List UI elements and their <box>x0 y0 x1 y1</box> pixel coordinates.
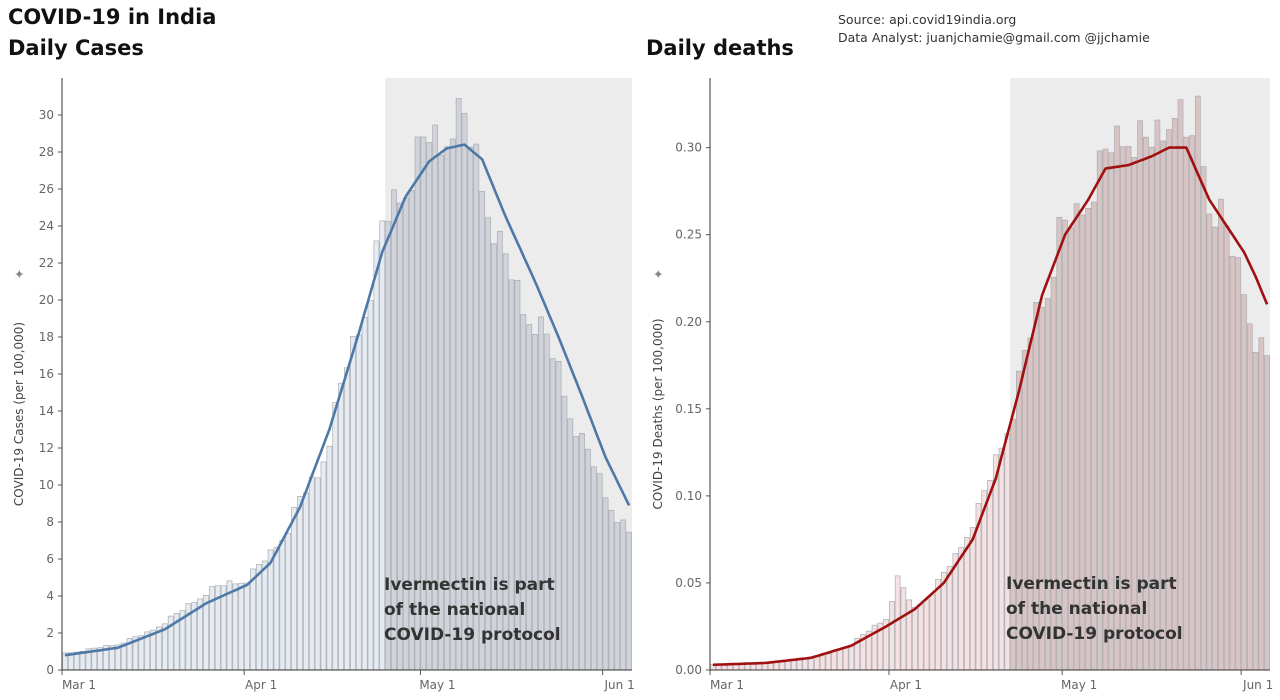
bar <box>900 587 907 671</box>
annotation-line: of the national <box>384 600 525 620</box>
y-tick-label: 12 <box>39 441 54 455</box>
bar <box>1246 323 1253 671</box>
bar <box>964 537 970 671</box>
bar <box>1218 198 1224 671</box>
y-tick-label: 8 <box>46 515 54 529</box>
bar <box>1206 213 1213 671</box>
y-tick-label: 18 <box>39 330 54 344</box>
y-tick-label: 4 <box>46 589 54 603</box>
page-title: COVID-19 in India <box>8 5 217 29</box>
y-tick-label: 26 <box>39 182 54 196</box>
bar <box>813 655 820 671</box>
pin-icon: ✦ <box>652 268 667 279</box>
bar <box>958 547 964 671</box>
bar <box>825 653 832 671</box>
bar <box>802 658 809 671</box>
bar <box>1177 99 1184 671</box>
y-tick-label: 14 <box>39 404 54 418</box>
bar <box>940 571 947 671</box>
x-tick-label: Mar 1 <box>62 678 96 692</box>
bar <box>1189 135 1195 671</box>
average-line <box>712 146 1269 667</box>
bar <box>929 594 936 671</box>
annotation-line: COVID-19 protocol <box>1006 624 1183 644</box>
annotation-line: COVID-19 protocol <box>384 625 561 645</box>
bar <box>1027 337 1034 671</box>
x-tick-label: Apr 1 <box>890 678 922 692</box>
bar <box>1021 349 1028 671</box>
annotation-line: of the national <box>1006 599 1147 619</box>
y-tick-label: 0.30 <box>675 141 702 155</box>
bar <box>1241 294 1247 671</box>
bar <box>912 606 918 671</box>
bar <box>923 599 930 671</box>
bar <box>1229 255 1236 671</box>
x-tick-label: May 1 <box>1061 678 1097 692</box>
x-tick-label: Mar 1 <box>710 678 744 692</box>
bar <box>946 566 953 671</box>
y-axis-label: COVID-19 Deaths (per 100,000) <box>651 318 665 509</box>
annotation-line: Ivermectin is part <box>384 575 555 595</box>
y-tick-label: 20 <box>39 293 54 307</box>
bar <box>1212 226 1218 671</box>
bar <box>889 601 895 671</box>
bar <box>1183 136 1190 671</box>
bar <box>998 447 1005 671</box>
source-text: Source: api.covid19india.org <box>838 12 1017 27</box>
bar <box>848 644 855 671</box>
deaths-chart-title: Daily deaths <box>646 36 794 60</box>
bar <box>842 646 849 671</box>
bar <box>1200 166 1207 671</box>
y-tick-label: 0 <box>46 663 54 677</box>
y-tick-label: 30 <box>39 108 54 122</box>
average-line <box>64 143 631 657</box>
y-tick-label: 0.20 <box>675 315 702 329</box>
y-tick-label: 28 <box>39 145 54 159</box>
bar <box>1235 257 1242 671</box>
y-tick-label: 6 <box>46 552 54 566</box>
y-tick-label: 16 <box>39 367 54 381</box>
bar <box>992 454 999 671</box>
x-tick-label: Jun 1 <box>1242 678 1273 692</box>
bar <box>1258 337 1265 671</box>
y-tick-label: 2 <box>46 626 54 640</box>
y-tick-label: 0.25 <box>675 228 702 242</box>
bar <box>1223 225 1230 671</box>
x-tick-label: Jun 1 <box>604 678 635 692</box>
bar <box>831 650 837 671</box>
x-tick-label: May 1 <box>419 678 455 692</box>
y-tick-label: 22 <box>39 256 54 270</box>
bar <box>917 604 924 671</box>
bar <box>1194 95 1201 671</box>
bar <box>935 579 941 671</box>
bar <box>987 480 993 671</box>
bar <box>837 648 843 671</box>
analyst-text: Data Analyst: juanjchamie@gmail.com @jjc… <box>838 30 1150 45</box>
y-tick-label: 0.10 <box>675 489 702 503</box>
bar <box>1264 355 1270 671</box>
y-tick-label: 0.05 <box>675 576 702 590</box>
annotation-line: Ivermectin is part <box>1006 574 1177 594</box>
pin-icon: ✦ <box>13 268 28 279</box>
bar <box>981 490 988 671</box>
bar <box>808 657 814 671</box>
y-tick-label: 0.15 <box>675 402 702 416</box>
y-tick-label: 24 <box>39 219 54 233</box>
bar <box>969 527 976 671</box>
y-tick-label: 0.00 <box>675 663 702 677</box>
bar <box>796 658 803 671</box>
bar <box>1252 352 1259 671</box>
protocol-highlight <box>385 78 632 670</box>
bar <box>894 575 901 671</box>
bar <box>819 655 826 671</box>
x-tick-label: Apr 1 <box>245 678 277 692</box>
y-tick-label: 10 <box>39 478 54 492</box>
bar <box>952 553 959 671</box>
cases-chart-title: Daily Cases <box>8 36 144 60</box>
y-axis-label: COVID-19 Cases (per 100,000) <box>12 322 26 506</box>
